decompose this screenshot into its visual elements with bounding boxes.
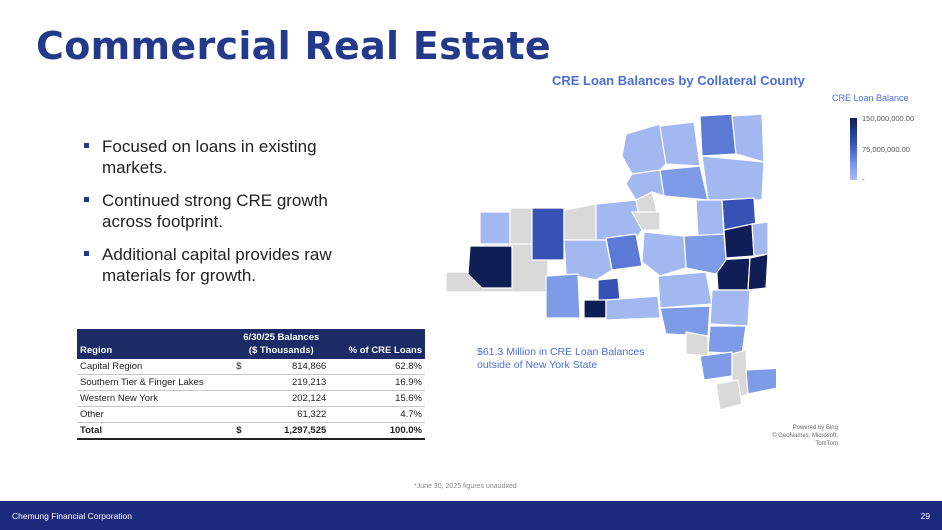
footer-company-name: Chemung Financial Corporation [12,511,133,521]
county-shape [683,233,727,275]
county-shape [641,231,687,277]
bullet-list: Focused on loans in existing markets. Co… [84,136,354,298]
cell-region: Capital Region [77,359,234,375]
county-shape [659,165,709,201]
ny-county-map [446,113,776,411]
cell-region: Other [77,406,234,423]
table-row: Southern Tier & Finger Lakes 219,213 16.… [77,374,425,391]
map-title: CRE Loan Balances by Collateral County [552,73,805,88]
county-shape [715,379,743,411]
cell-dollar [233,374,248,391]
county-shape [723,223,755,259]
county-shape [531,207,565,261]
cell-balance: 814,866 [247,359,330,375]
cell-region: Southern Tier & Finger Lakes [77,374,234,391]
table-row: Western New York 202,124 15.6% [77,390,425,407]
table-row: Capital Region $ 814,866 62.8% [77,359,425,375]
cell-balance: 219,213 [247,374,330,391]
header-balances-line1: 6/30/25 Balances [243,332,320,343]
header-region: Region [77,329,234,359]
map-attribution-line2: © GeoNames, Microsoft, TomTom [772,433,838,447]
legend-mid-label: 75,000,000.00 [862,145,910,154]
county-shape [745,367,776,395]
legend-min-label: - [862,175,865,184]
cell-balance: 1,297,525 [247,422,330,440]
cell-balance: 202,124 [247,390,330,407]
legend-color-scale [850,118,857,180]
footer-bar: Chemung Financial Corporation 29 [0,501,942,530]
outside-ny-note: $61.3 Million in CRE Loan Balances outsi… [477,346,645,371]
county-shape [479,211,511,245]
cell-pct: 16.9% [329,374,425,391]
footnote: *June 30, 2025 figures unaudited [414,483,517,490]
header-balances-line2: ($ Thousands) [248,345,314,356]
county-shape [701,155,765,201]
county-shape [699,113,737,157]
county-shape [657,271,713,309]
page-title: Commercial Real Estate [36,24,551,68]
cre-balances-table: Region 6/30/25 Balances ($ Thousands) % … [77,329,425,440]
cell-pct: 100.0% [329,422,425,440]
county-shape [659,121,701,167]
county-shape [747,253,769,291]
bullet-item: Focused on loans in existing markets. [84,136,354,178]
header-balances: 6/30/25 Balances ($ Thousands) [233,329,330,359]
county-shape [545,273,581,319]
table-header-row: Region 6/30/25 Balances ($ Thousands) % … [77,329,425,359]
cell-region: Western New York [77,390,234,407]
header-pct: % of CRE Loans [329,329,425,359]
county-shape [630,211,661,231]
county-shape [709,289,751,327]
map-attribution-line1: Powered by Bing [792,425,838,431]
county-shape [659,305,711,337]
cell-dollar [233,406,248,423]
legend-title: CRE Loan Balance [832,93,909,103]
county-shape [695,199,725,239]
county-shape [583,299,607,319]
table-total-row: Total $ 1,297,525 100.0% [77,422,425,440]
cell-pct: 15.6% [329,390,425,407]
cell-balance: 61,322 [247,406,330,423]
county-shape [563,239,613,281]
county-shape [621,123,667,175]
bullet-item: Additional capital provides raw material… [84,244,354,286]
map-attribution: Powered by Bing © GeoNames, Microsoft, T… [752,424,838,448]
county-shape [597,277,621,303]
cell-dollar: $ [233,422,248,440]
county-shape [509,207,533,245]
legend-max-label: 150,000,000.00 [862,114,915,123]
cell-region: Total [77,422,234,440]
cell-pct: 4.7% [329,406,425,423]
table-row: Other 61,322 4.7% [77,406,425,423]
county-shape [699,351,733,381]
county-shape [685,331,709,357]
cell-pct: 62.8% [329,359,425,375]
bullet-item: Continued strong CRE growth across footp… [84,190,354,232]
cell-dollar: $ [233,359,248,375]
county-shape [731,113,765,163]
county-shape [751,221,769,257]
county-shape [467,245,513,289]
cell-dollar [233,390,248,407]
county-shape [707,325,747,355]
footer-page-number: 29 [920,511,930,521]
county-shape [605,295,661,321]
